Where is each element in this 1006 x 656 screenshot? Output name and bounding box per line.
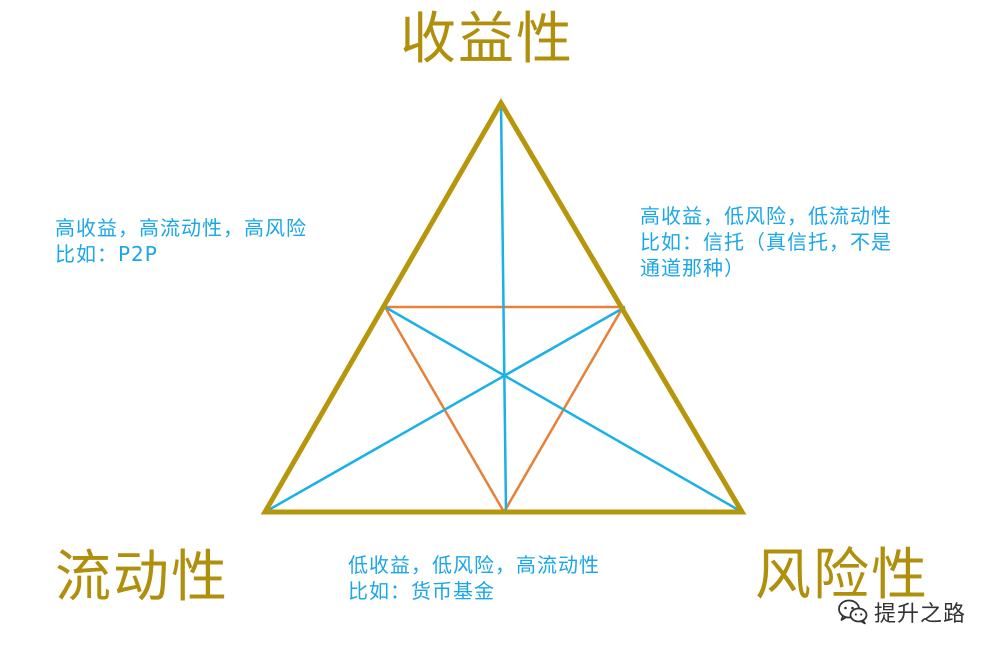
watermark-text: 提升之路 (874, 602, 967, 627)
corner-label-bottom-right: 风险性 (755, 543, 929, 608)
watermark: 提升之路 (838, 596, 966, 628)
note-bottom-line1: 低收益，低风险，高流动性 (348, 553, 600, 577)
median-top (499, 102, 508, 513)
median-left (264, 305, 626, 514)
note-right-line2: 比如：信托（真信托，不是 (640, 230, 892, 254)
outer-triangle (260, 98, 747, 515)
note-right-line1: 高收益，低风险，低流动性 (640, 204, 892, 228)
wechat-icon (838, 599, 868, 625)
note-right: 高收益，低风险，低流动性 比如：信托（真信托，不是 通道那种） (640, 203, 892, 281)
note-left: 高收益，高流动性，高风险 比如：P2P (55, 215, 307, 267)
note-left-line1: 高收益，高流动性，高风险 (55, 216, 307, 240)
median-right (384, 305, 743, 514)
corner-label-bottom-left: 流动性 (55, 545, 229, 610)
note-right-line3: 通道那种） (640, 256, 745, 280)
note-bottom-line2: 比如：货币基金 (348, 579, 495, 603)
corner-label-top: 收益性 (400, 7, 574, 72)
note-bottom: 低收益，低风险，高流动性 比如：货币基金 (348, 552, 600, 604)
note-left-line2: 比如：P2P (55, 242, 158, 266)
